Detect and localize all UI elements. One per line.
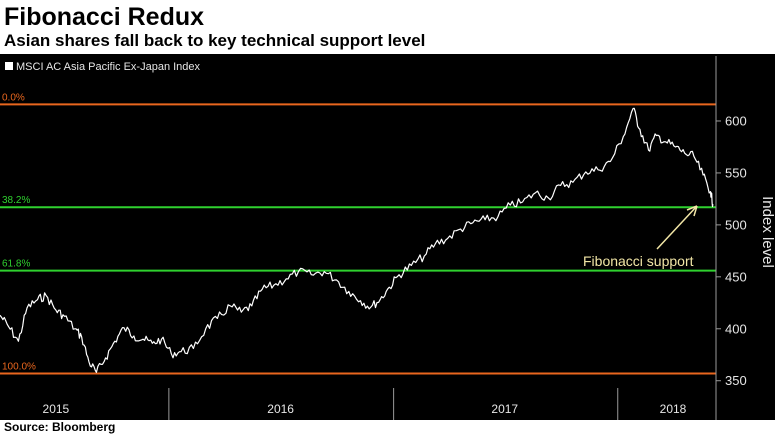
chart-subtitle: Asian shares fall back to key technical …: [4, 31, 426, 50]
annotation-arrow-shaft: [656, 205, 698, 250]
legend: MSCI AC Asia Pacific Ex-Japan Index: [5, 61, 201, 73]
source-note: Source: Bloomberg: [4, 420, 116, 434]
x-tick-label: 2018: [660, 402, 687, 416]
x-axis: 2015 2016 2017 2018: [43, 402, 687, 416]
series-line: [0, 107, 714, 373]
y-tick-label: 550: [725, 165, 747, 180]
chart-panel: [0, 54, 775, 420]
x-tick-label: 2015: [43, 402, 70, 416]
y-tick-label: 600: [725, 113, 747, 128]
fib-level-label: 100.0%: [2, 361, 36, 372]
legend-label: MSCI AC Asia Pacific Ex-Japan Index: [16, 61, 201, 73]
y-axis-label: Index level: [759, 196, 775, 268]
fib-level-label: 0.0%: [2, 92, 25, 103]
fib-level-label: 38.2%: [2, 195, 30, 206]
series-layer: [0, 107, 714, 373]
annotation: Fibonacci support: [583, 205, 698, 269]
y-tick-label: 450: [725, 269, 747, 284]
year-boundary-ticks: [168, 388, 619, 420]
fib-level-label: 61.8%: [2, 259, 30, 270]
x-tick-label: 2017: [491, 402, 518, 416]
legend-swatch: [5, 62, 13, 70]
annotation-text: Fibonacci support: [583, 253, 694, 269]
y-axis: 350 400 450 500 550 600: [715, 56, 747, 420]
x-tick-label: 2016: [267, 402, 294, 416]
y-tick-label: 400: [725, 321, 747, 336]
y-tick-label: 500: [725, 217, 747, 232]
annotation-arrow-head: [686, 205, 698, 217]
chart-title: Fibonacci Redux: [4, 3, 205, 31]
y-tick-label: 350: [725, 373, 747, 388]
fibonacci-levels: 0.0% 38.2% 61.8% 100.0%: [0, 92, 716, 375]
